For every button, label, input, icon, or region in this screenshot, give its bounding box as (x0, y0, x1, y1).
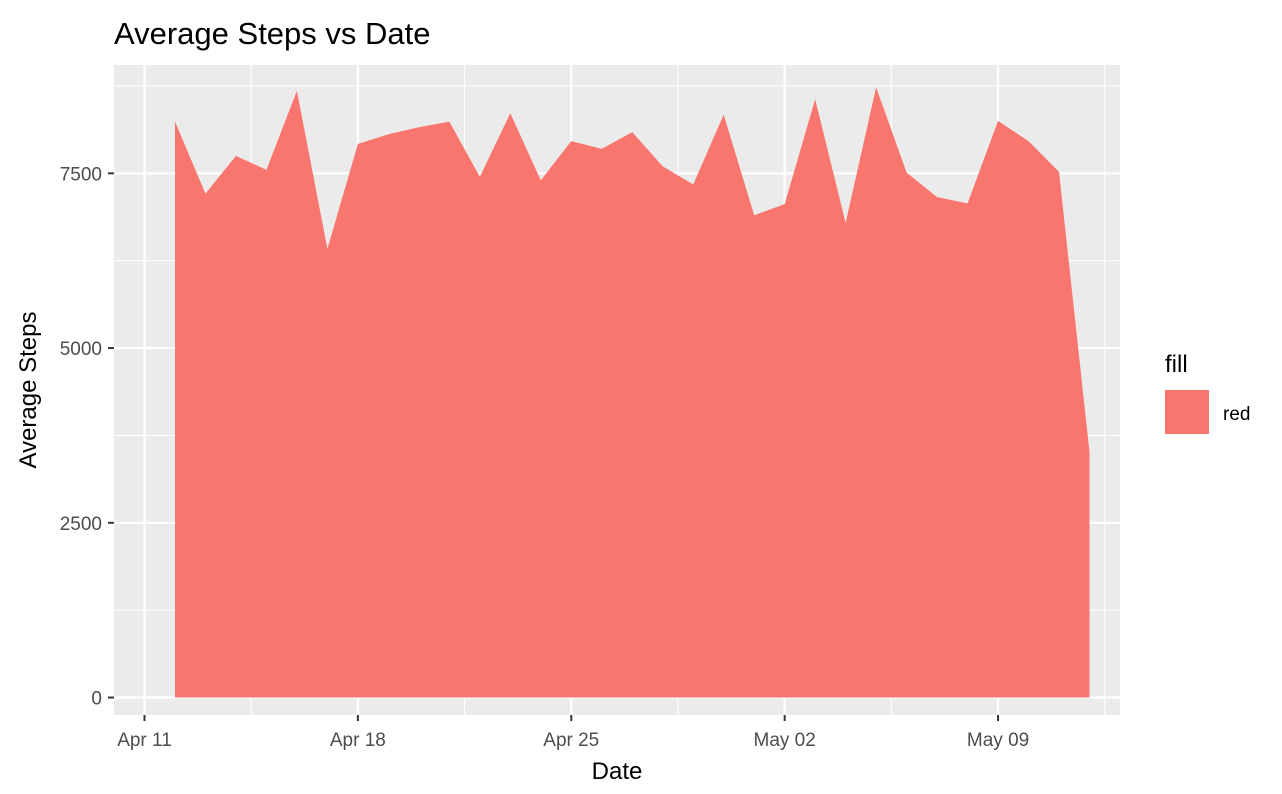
x-tick-label: Apr 18 (330, 730, 386, 751)
y-tick-label: 0 (91, 689, 102, 710)
x-axis: Apr 11 Apr 18 Apr 25 May 02 May 09 (117, 715, 1029, 751)
y-tick-label: 7500 (60, 164, 102, 185)
x-tick-label: Apr 25 (543, 730, 599, 751)
y-axis: 0 2500 5000 7500 (60, 164, 114, 710)
legend-label: red (1223, 404, 1250, 425)
y-tick-label: 2500 (60, 514, 102, 535)
y-axis-title: Average Steps (15, 312, 42, 469)
x-tick-label: May 02 (754, 730, 816, 751)
legend-title: fill (1165, 351, 1188, 378)
legend: fill red (1165, 351, 1250, 434)
x-axis-title: Date (592, 758, 643, 785)
area-series (174, 87, 1090, 698)
x-tick-label: Apr 11 (117, 730, 172, 751)
y-tick-label: 5000 (60, 339, 102, 360)
chart-title: Average Steps vs Date (114, 16, 431, 51)
legend-key-swatch (1165, 390, 1209, 434)
x-tick-label: May 09 (967, 730, 1029, 751)
